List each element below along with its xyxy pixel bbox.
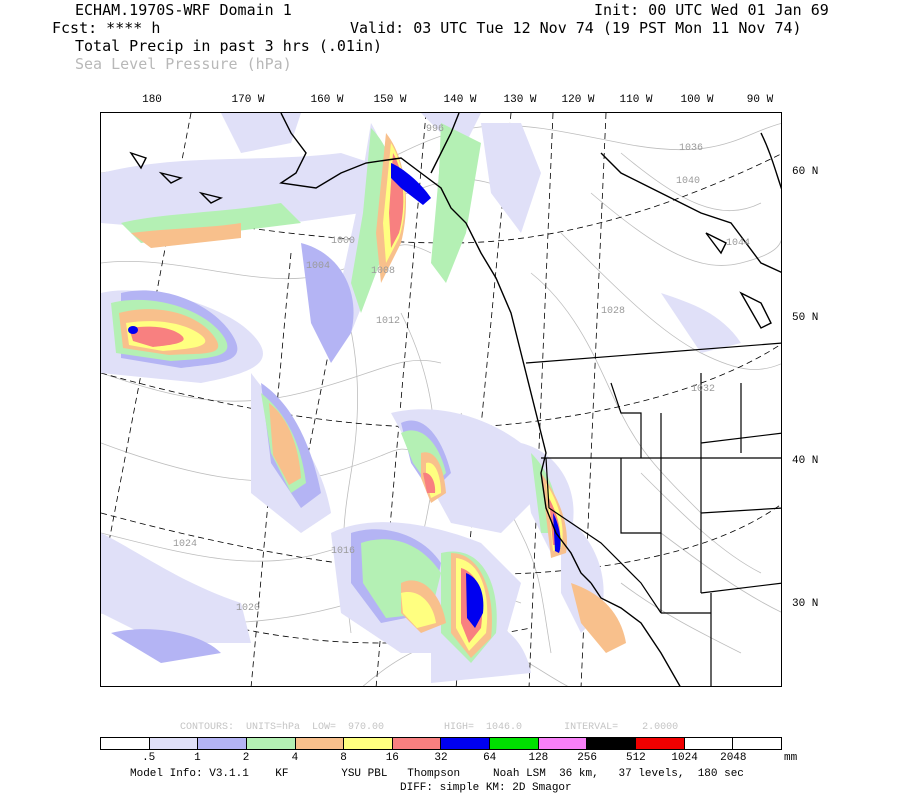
color-bar-tick: 128 <box>528 752 549 764</box>
color-bar-tick: 256 <box>577 752 597 764</box>
lon-label: 130 W <box>503 94 537 106</box>
isobar-label: 1044 <box>726 238 750 249</box>
color-bar-tick: 1 <box>194 752 201 764</box>
color-bar-tick: 1024 <box>671 752 698 764</box>
contour-info: CONTOURS: UNITS=hPa LOW= 970.00 HIGH= 10… <box>180 722 679 733</box>
color-bar-tick: 2048 <box>720 752 747 764</box>
color-bar-segment <box>538 738 588 749</box>
lon-label: 90 W <box>746 94 774 106</box>
color-bar-segment <box>246 738 296 749</box>
lat-label: 50 N <box>792 312 819 324</box>
lat-label: 60 N <box>792 166 819 178</box>
color-bar-tick: 32 <box>434 752 448 764</box>
precip-blue-area <box>128 163 561 628</box>
isobar-label: 1032 <box>691 384 715 395</box>
isobar-label: 1012 <box>376 316 400 327</box>
color-bar-tick: 64 <box>483 752 497 764</box>
isobar-label: 1016 <box>331 546 355 557</box>
lon-label: 100 W <box>680 94 714 106</box>
isobar-label: 1036 <box>679 143 703 154</box>
lon-label: 140 W <box>443 94 477 106</box>
model-info: Model Info: V3.1.1 KF YSU PBL Thompson N… <box>130 768 744 780</box>
color-bar-segment <box>490 738 539 749</box>
color-bar-segment <box>684 738 734 749</box>
lat-label: 40 N <box>792 455 819 467</box>
lat-label: 30 N <box>792 598 819 610</box>
precip-color-bar <box>100 737 782 750</box>
map-panel: 996 1004 1012 1016 1020 1024 1028 1032 1… <box>100 112 782 687</box>
field-precip-title: Total Precip in past 3 hrs (.01in) <box>75 37 383 55</box>
isobar-label: 1008 <box>371 266 395 277</box>
political-borders <box>525 342 781 686</box>
isobar-label: 1000 <box>331 236 355 247</box>
plot-title: ECHAM.1970S-WRF Domain 1 <box>75 1 292 19</box>
color-bar-ticks: .5 1 2 4 8 16 32 64 128 256 512 1024 204… <box>100 752 782 766</box>
color-bar-tick: 4 <box>291 752 299 764</box>
valid-time: Valid: 03 UTC Tue 12 Nov 74 (19 PST Mon … <box>350 19 802 37</box>
color-bar-segment <box>636 738 685 749</box>
init-time: Init: 00 UTC Wed 01 Jan 69 <box>594 1 829 19</box>
field-slp-title: Sea Level Pressure (hPa) <box>75 55 292 73</box>
coastlines <box>129 113 781 686</box>
isobar-label: 1040 <box>676 176 700 187</box>
lon-label: 180 <box>142 94 162 106</box>
isobar-label: 1028 <box>601 306 625 317</box>
color-bar-segment <box>587 738 637 749</box>
isobar-label: 1020 <box>236 603 260 614</box>
color-bar-segment <box>733 738 781 749</box>
diffusion-info: DIFF: simple KM: 2D Smagor <box>400 782 572 794</box>
color-bar-segment <box>344 738 393 749</box>
lon-label: 150 W <box>373 94 407 106</box>
color-bar-segment <box>101 738 150 749</box>
color-bar-segment <box>392 738 442 749</box>
color-bar-tick: 512 <box>625 752 646 764</box>
color-bar-units: mm <box>784 752 798 764</box>
color-bar-segment <box>441 738 491 749</box>
lon-label: 170 W <box>231 94 265 106</box>
color-bar-tick: 2 <box>242 752 250 764</box>
color-bar-tick: 8 <box>340 752 347 764</box>
isobar-label: 996 <box>426 124 444 135</box>
color-bar-segment <box>198 738 247 749</box>
lon-label: 160 W <box>310 94 344 106</box>
lon-label: 120 W <box>561 94 595 106</box>
color-bar-segment <box>149 738 199 749</box>
color-bar-tick: 16 <box>385 752 399 764</box>
color-bar-tick: .5 <box>142 752 156 764</box>
lon-label: 110 W <box>619 94 653 106</box>
forecast-hour: Fcst: **** h <box>52 19 161 37</box>
color-bar-segment <box>295 738 345 749</box>
isobar-label: 1004 <box>306 261 330 272</box>
isobar-labels: 996 1004 1012 1016 1020 1024 1028 1032 1… <box>173 124 750 614</box>
map-canvas: 996 1004 1012 1016 1020 1024 1028 1032 1… <box>101 113 781 686</box>
isobar-label: 1024 <box>173 539 197 550</box>
